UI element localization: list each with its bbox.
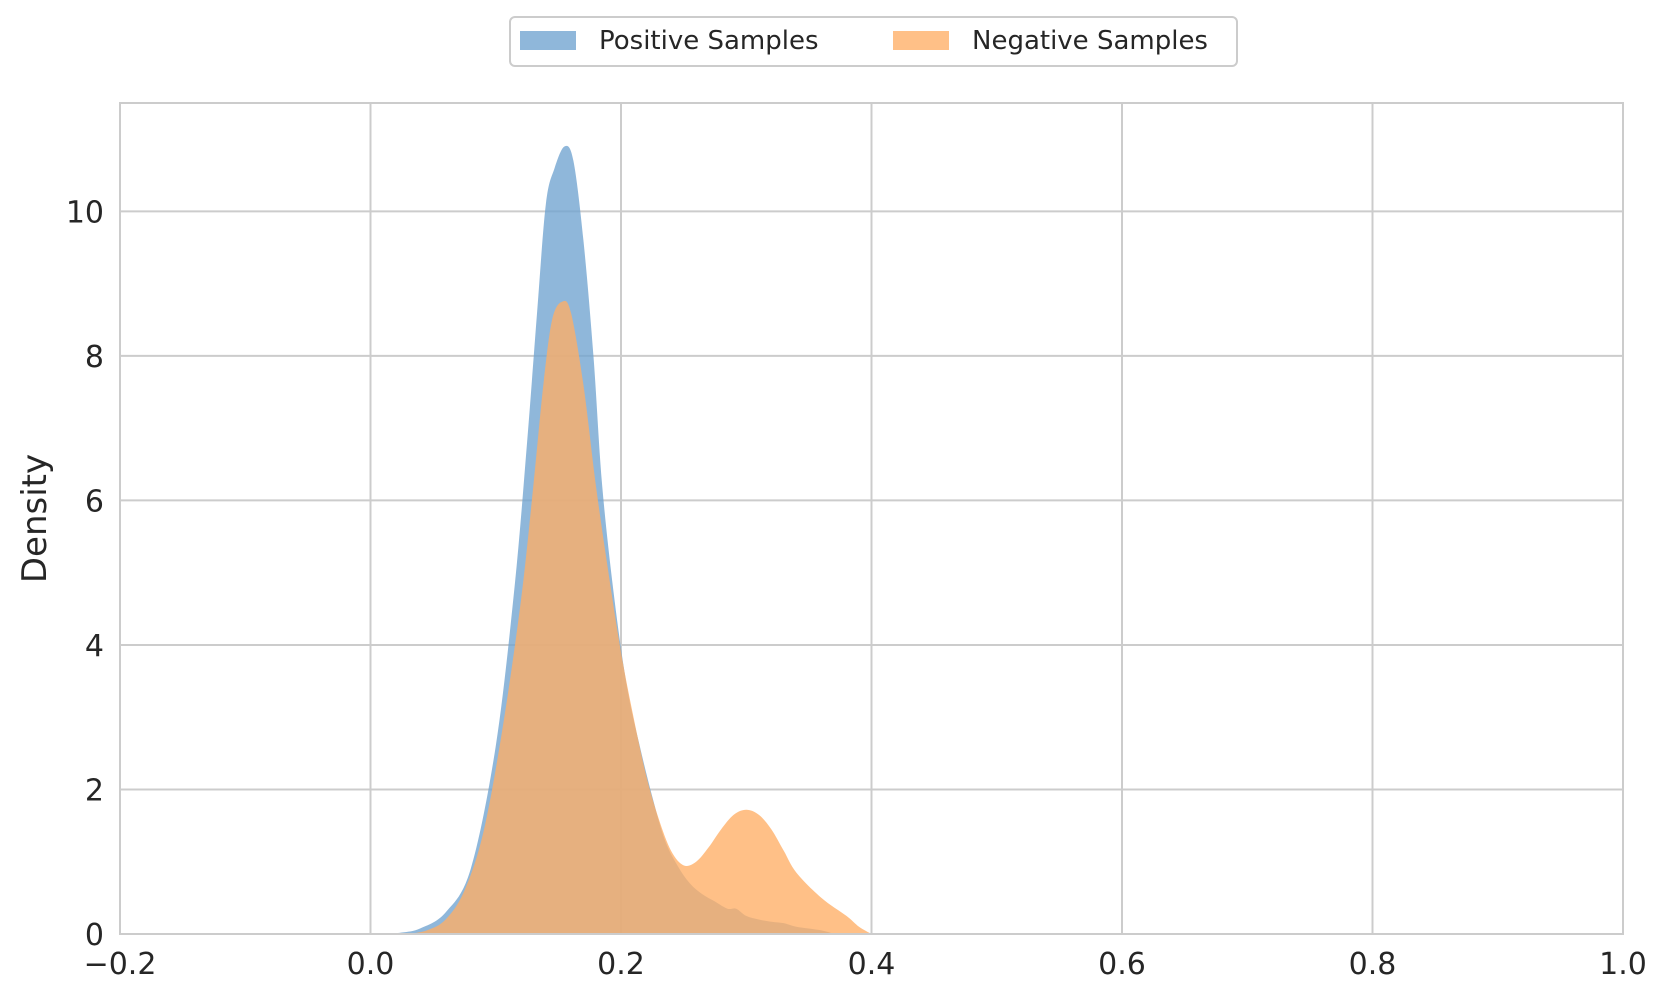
x-tick-label: 0.2: [597, 947, 645, 982]
y-tick-label: 4: [85, 629, 104, 664]
legend-label-negative-samples: Negative Samples: [972, 26, 1208, 56]
legend-box: [509, 16, 1238, 67]
y-axis-label: Density: [15, 454, 55, 583]
grid-lines: [119, 103, 1624, 935]
y-tick-label: 6: [85, 484, 104, 519]
y-tick-label: 0: [85, 918, 104, 953]
y-axis-ticks: 0 2 4 6 8 10: [66, 195, 104, 953]
plot-frame: [119, 102, 1624, 935]
x-tick-label: 0.4: [848, 947, 896, 982]
x-tick-label: −0.2: [84, 947, 157, 982]
legend-items: Positive Samples Negative Samples: [520, 26, 1208, 56]
legend-label-positive-samples: Positive Samples: [599, 26, 819, 56]
density-areas: [383, 145, 872, 934]
y-tick-label: 10: [66, 195, 104, 230]
x-tick-label: 0.6: [1098, 947, 1146, 982]
x-tick-label: 0.8: [1349, 947, 1397, 982]
x-tick-label: 1.0: [1599, 947, 1647, 982]
legend-swatch-positive-samples: [520, 31, 576, 50]
x-tick-label: 0.0: [347, 947, 395, 982]
negative-samples-density-area: [408, 300, 872, 934]
y-tick-label: 8: [85, 340, 104, 375]
legend: Positive Samples Negative Samples: [509, 16, 1238, 67]
x-axis-ticks: −0.2 0.0 0.2 0.4 0.6 0.8 1.0: [84, 947, 1647, 982]
legend-swatch-negative-samples: [893, 31, 949, 50]
y-tick-label: 2: [85, 773, 104, 808]
